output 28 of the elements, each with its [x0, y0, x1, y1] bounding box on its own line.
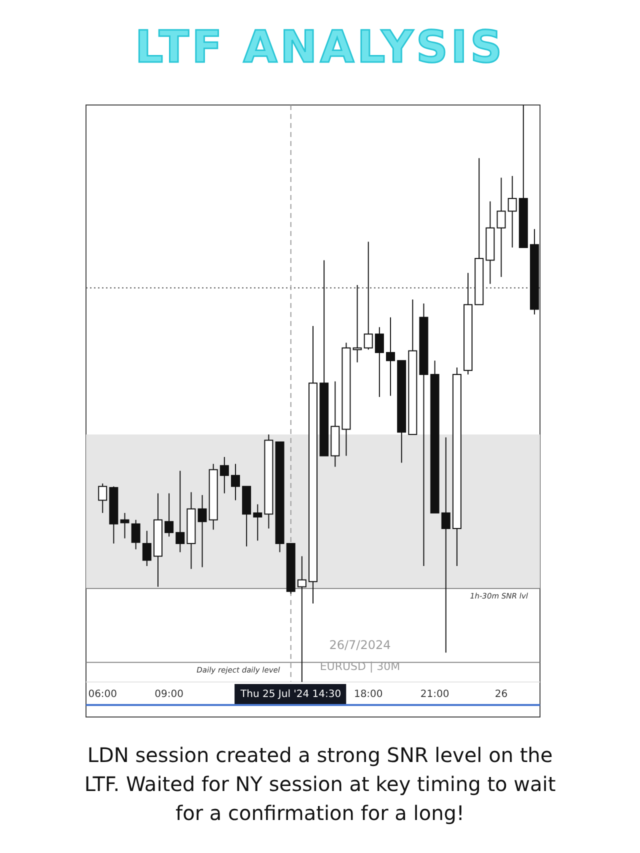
candlestick	[352, 284, 362, 363]
x-tick-label: 06:00	[88, 689, 118, 700]
candlestick	[120, 512, 130, 539]
candlestick	[386, 316, 396, 396]
candlestick	[98, 483, 108, 514]
candlestick	[176, 470, 185, 553]
annotation: 26/7/2024	[329, 638, 391, 652]
candlestick	[198, 494, 207, 568]
candlestick	[441, 436, 450, 654]
candlestick	[142, 530, 152, 567]
candlestick	[508, 175, 517, 248]
text: LDN session created a strong SNR level on the LTF. Waited for NY session at key timing to wait for a confirmation for a long!	[84, 743, 556, 825]
x-tick-label: 18:00	[354, 689, 383, 700]
candlestick	[220, 456, 229, 494]
candlestick	[297, 556, 306, 682]
candlestick	[131, 519, 140, 550]
x-tick-label: 26	[494, 689, 508, 700]
annotation: EURUSD | 30M	[320, 660, 400, 673]
x-tick-label: 21:00	[420, 689, 450, 700]
candlestick	[230, 463, 240, 501]
candlestick	[374, 326, 384, 398]
ref-line-label: Thu 25 Jul '24 14:30	[240, 689, 342, 700]
candlestick	[364, 241, 373, 350]
candlestick	[164, 492, 174, 538]
chart-title: LTF ANALYSIS	[135, 22, 505, 73]
x-tick-label: 09:00	[154, 689, 184, 700]
candlestick	[496, 177, 506, 278]
candlestick	[253, 504, 262, 542]
